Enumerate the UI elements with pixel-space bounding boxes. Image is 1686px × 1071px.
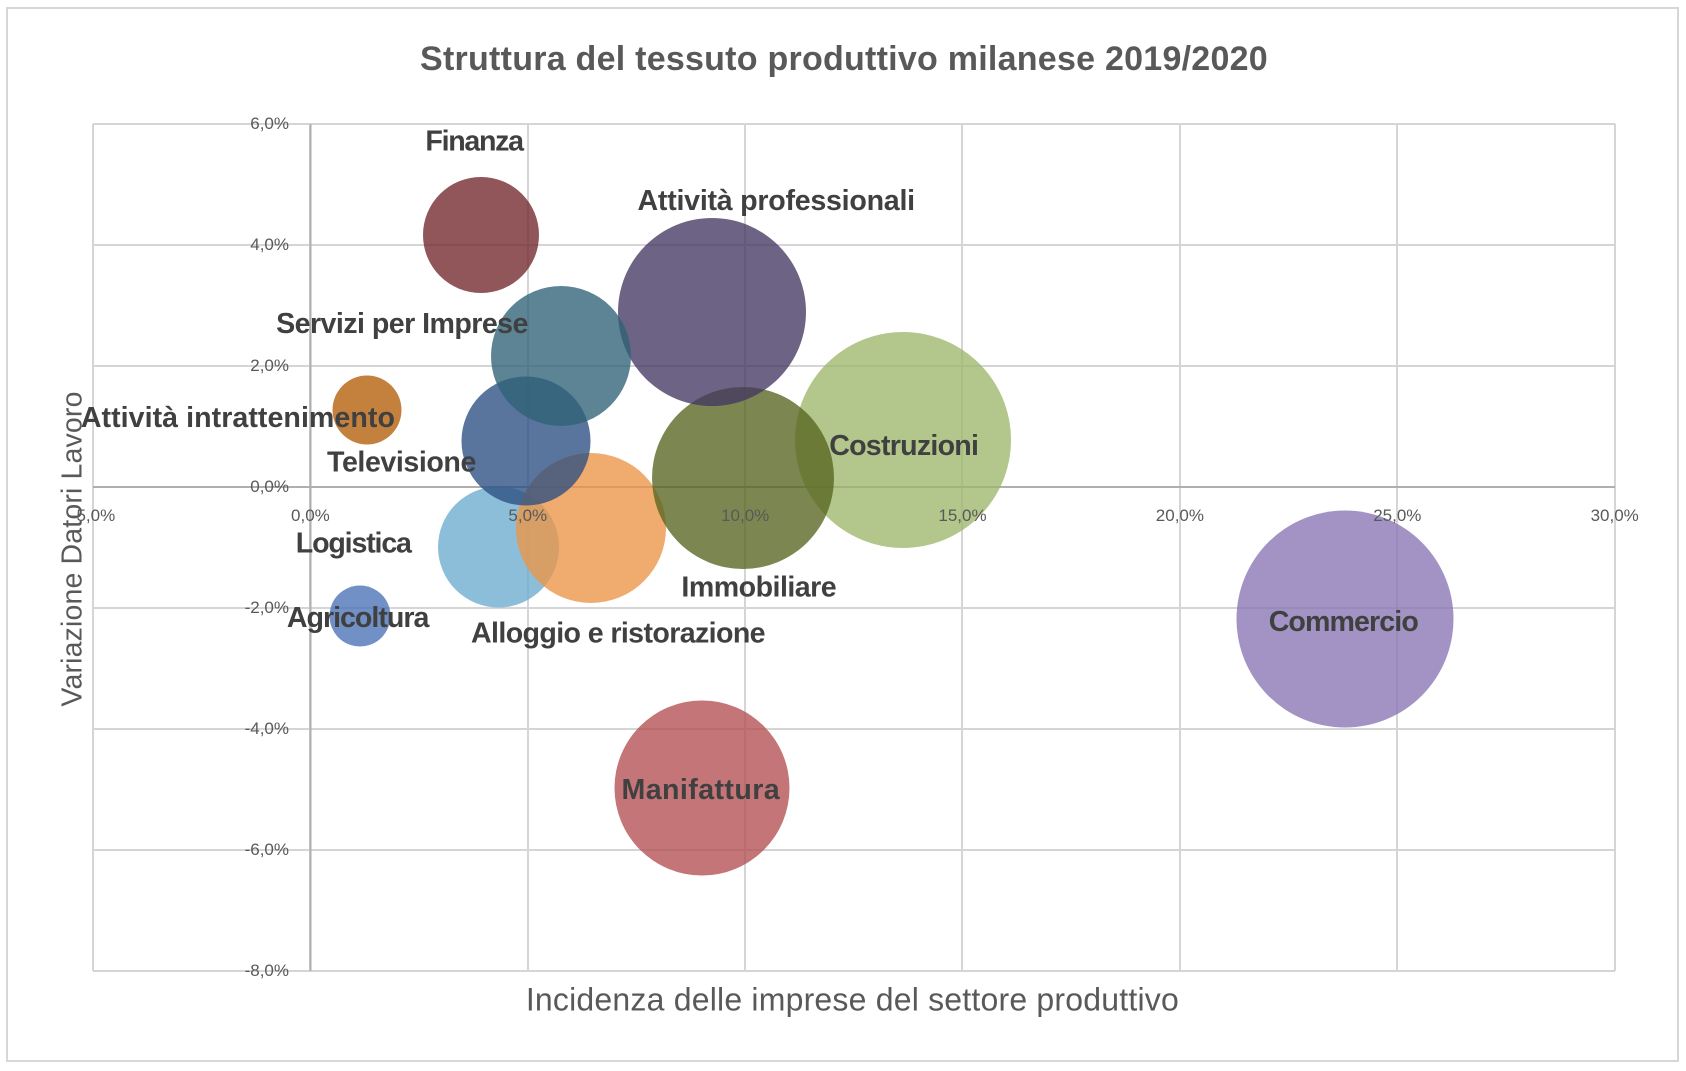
svg-text:25,0%: 25,0% <box>1373 506 1421 525</box>
svg-text:-4,0%: -4,0% <box>245 719 289 738</box>
svg-text:Commercio: Commercio <box>1269 606 1419 638</box>
svg-text:Televisione: Televisione <box>327 447 476 479</box>
svg-text:Servizi per Imprese: Servizi per Imprese <box>276 308 528 340</box>
svg-text:2,0%: 2,0% <box>250 356 289 375</box>
svg-text:-6,0%: -6,0% <box>245 840 289 859</box>
svg-text:5,0%: 5,0% <box>508 506 547 525</box>
svg-text:0,0%: 0,0% <box>250 477 289 496</box>
svg-text:Agricoltura: Agricoltura <box>287 602 431 634</box>
svg-text:Alloggio e ristorazione: Alloggio e ristorazione <box>471 618 765 650</box>
svg-text:Finanza: Finanza <box>425 126 525 158</box>
svg-text:15,0%: 15,0% <box>938 506 986 525</box>
svg-text:Logistica: Logistica <box>296 528 413 560</box>
svg-text:30,0%: 30,0% <box>1591 506 1639 525</box>
svg-text:20,0%: 20,0% <box>1156 506 1204 525</box>
svg-text:0,0%: 0,0% <box>291 506 330 525</box>
svg-text:Immobiliare: Immobiliare <box>681 572 836 604</box>
svg-text:Attività intrattenimento: Attività intrattenimento <box>81 402 395 434</box>
svg-text:Attività professionali: Attività professionali <box>638 185 915 217</box>
svg-text:Struttura del tessuto produtti: Struttura del tessuto produttivo milanes… <box>420 40 1268 78</box>
svg-text:Incidenza delle imprese del se: Incidenza delle imprese del settore prod… <box>526 982 1179 1018</box>
svg-text:10,0%: 10,0% <box>721 506 769 525</box>
svg-text:-8,0%: -8,0% <box>245 961 289 980</box>
svg-text:-5,0%: -5,0% <box>71 506 115 525</box>
svg-text:Costruzioni: Costruzioni <box>829 430 978 462</box>
svg-text:Manifattura: Manifattura <box>621 774 780 806</box>
svg-text:4,0%: 4,0% <box>250 235 289 254</box>
svg-text:6,0%: 6,0% <box>250 114 289 133</box>
svg-text:Variazione Datori Lavoro: Variazione Datori Lavoro <box>57 391 89 706</box>
svg-text:-2,0%: -2,0% <box>245 598 289 617</box>
